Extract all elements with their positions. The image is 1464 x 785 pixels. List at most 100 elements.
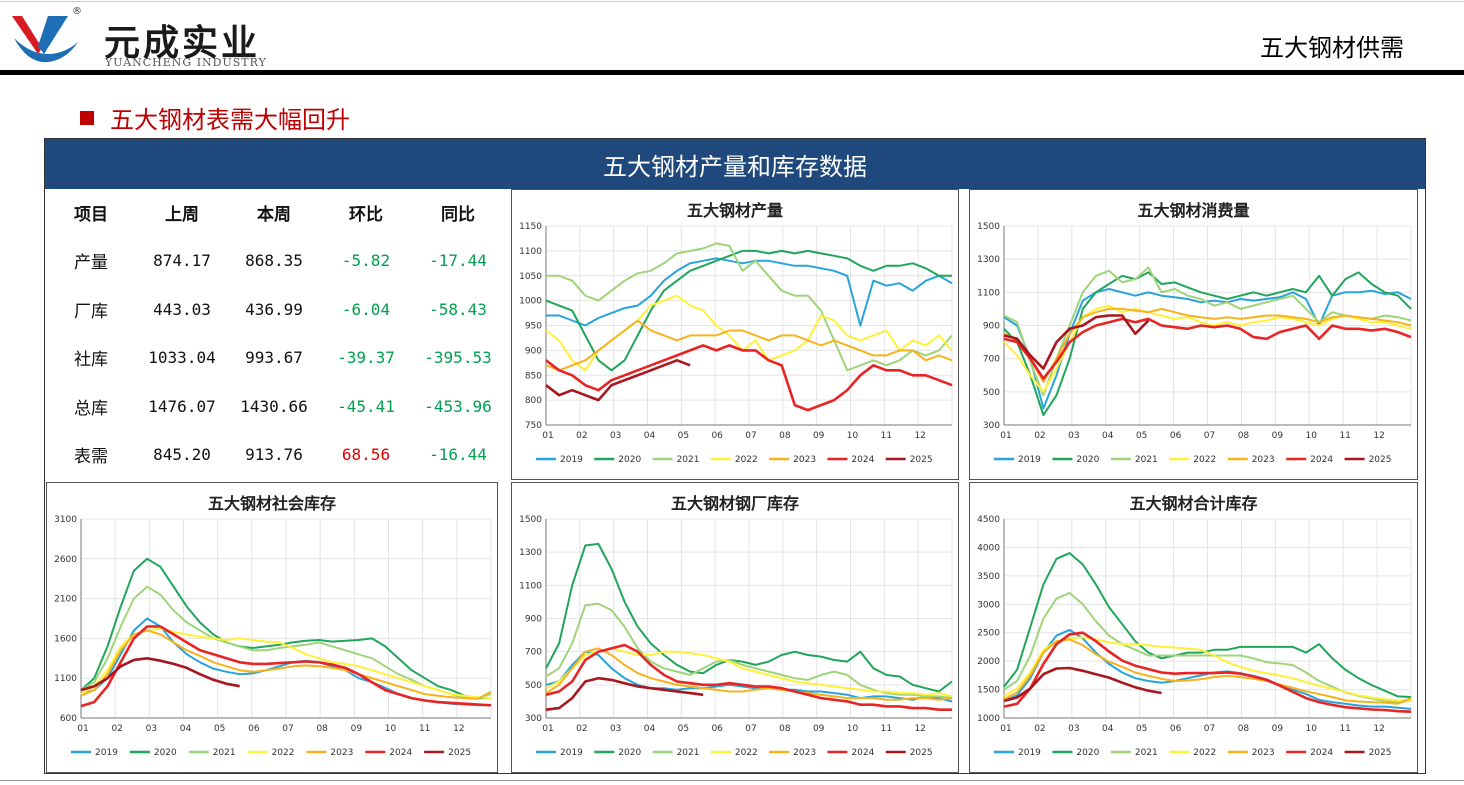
- row-last: 1476.07: [148, 396, 216, 416]
- row-item: 厂库: [74, 301, 108, 322]
- series-line-2020: [1003, 271, 1412, 417]
- row-last: 874.17: [153, 251, 211, 271]
- legend-label-2021: 2021: [677, 748, 700, 758]
- x-tick-label: 02: [576, 724, 587, 734]
- x-tick-label: 04: [180, 724, 192, 734]
- chart-social-inventory: 五大钢材社会库存 600 1100 1600 2100 2600 3100 01 02 03 04 0…: [46, 482, 498, 773]
- x-tick-label: 11: [1339, 431, 1350, 441]
- x-tick-label: 10: [385, 724, 397, 734]
- y-tick-label: 2500: [977, 629, 1000, 639]
- x-tick-label: 03: [610, 724, 621, 734]
- chart-output: 五大钢材产量 750 800 850 900 950 1000 1050 1100 1150 01 0…: [511, 189, 959, 480]
- series-line-2024: [80, 625, 492, 708]
- series-line-2023: [545, 319, 953, 372]
- legend-label-2019: 2019: [1018, 455, 1041, 465]
- series-line-2024: [545, 344, 953, 412]
- row-yoy: -16.44: [429, 445, 487, 465]
- series-line-2019: [546, 257, 953, 327]
- x-tick-label: 02: [1034, 431, 1045, 441]
- row-this: 913.76: [245, 445, 303, 465]
- legend-label-2020: 2020: [154, 748, 177, 758]
- x-tick-label: 07: [1204, 431, 1215, 441]
- x-tick-label: 08: [779, 724, 791, 734]
- x-tick-label: 01: [1000, 431, 1011, 441]
- x-tick-label: 12: [453, 724, 464, 734]
- x-tick-label: 03: [1068, 724, 1079, 734]
- row-yoy: -395.53: [424, 348, 492, 368]
- x-tick-label: 12: [914, 431, 925, 441]
- x-tick-label: 08: [1238, 724, 1250, 734]
- y-tick-label: 1300: [519, 548, 542, 558]
- y-tick-label: 1100: [519, 247, 542, 257]
- x-tick-label: 08: [316, 724, 328, 734]
- x-tick-label: 09: [813, 724, 825, 734]
- row-last: 845.20: [153, 445, 211, 465]
- legend-label-2022: 2022: [1193, 455, 1216, 465]
- x-tick-label: 08: [1238, 431, 1250, 441]
- y-tick-label: 500: [983, 388, 1000, 398]
- y-tick-label: 1600: [54, 634, 77, 644]
- data-panel: 五大钢材产量和库存数据: [44, 138, 1426, 774]
- col-header-yoy: 同比: [441, 204, 475, 225]
- y-tick-label: 1050: [519, 272, 542, 282]
- x-tick-label: 10: [1306, 431, 1318, 441]
- legend-label-2023: 2023: [330, 748, 353, 758]
- x-tick-label: 01: [77, 724, 88, 734]
- x-tick-label: 12: [1373, 724, 1384, 734]
- x-tick-label: 08: [779, 431, 791, 441]
- y-tick-label: 1500: [519, 515, 542, 525]
- chart-consumption: 五大钢材消费量 300 500 700 900 1100 1300 1500 01 02 03 04 0…: [969, 189, 1418, 480]
- table-row: 总库 1476.07 1430.66 -45.41 -453.96: [46, 382, 504, 431]
- legend-label-2025: 2025: [910, 748, 933, 758]
- x-tick-label: 07: [282, 724, 293, 734]
- panel-banner: 五大钢材产量和库存数据: [45, 139, 1425, 189]
- legend-label-2024: 2024: [1310, 455, 1333, 465]
- brand: ® 元成实业 YUANCHENG INDUSTRY: [8, 4, 293, 72]
- x-tick-label: 07: [745, 431, 756, 441]
- x-tick-label: 06: [1170, 431, 1182, 441]
- y-tick-label: 1100: [977, 288, 1000, 298]
- legend-label-2021: 2021: [213, 748, 236, 758]
- chart-title: 五大钢材合计库存: [1129, 494, 1257, 513]
- y-tick-label: 900: [525, 346, 542, 356]
- legend-label-2021: 2021: [677, 455, 700, 465]
- y-tick-label: 1500: [977, 222, 1000, 232]
- x-tick-label: 06: [711, 724, 723, 734]
- chart-svg: 五大钢材产量 750 800 850 900 950 1000 1050 1100 1150 01 0…: [519, 201, 953, 465]
- row-this: 868.35: [245, 251, 303, 271]
- x-tick-label: 04: [1102, 431, 1114, 441]
- legend-label-2022: 2022: [735, 748, 758, 758]
- y-tick-label: 900: [525, 615, 542, 625]
- y-tick-label: 4500: [977, 515, 1000, 525]
- x-tick-label: 02: [111, 724, 122, 734]
- y-tick-label: 300: [525, 714, 542, 724]
- legend-label-2019: 2019: [560, 455, 583, 465]
- y-tick-label: 750: [525, 421, 542, 431]
- row-last: 443.03: [153, 299, 211, 319]
- section-title-text: 五大钢材表需大幅回升: [110, 106, 350, 134]
- series-line-2020: [545, 542, 953, 693]
- series-line-2024: [1003, 317, 1412, 380]
- series-line-2020: [545, 249, 952, 372]
- y-tick-label: 500: [525, 681, 542, 691]
- row-wow: 68.56: [341, 445, 391, 465]
- x-tick-label: 07: [745, 724, 756, 734]
- top-hairline: [0, 1, 1464, 2]
- series-line-2025: [80, 657, 240, 692]
- x-tick-label: 11: [881, 724, 892, 734]
- y-tick-label: 2100: [54, 595, 77, 605]
- col-header-item: 项目: [74, 204, 108, 225]
- row-yoy: -453.96: [424, 396, 492, 416]
- chart-total-inventory: 五大钢材合计库存 1000 1500 2000 2500 3000 3500 4000 4500…: [969, 482, 1418, 773]
- x-tick-label: 09: [1272, 431, 1284, 441]
- legend-label-2020: 2020: [1076, 748, 1099, 758]
- table-row: 厂库 443.03 436.99 -6.04 -58.43: [46, 285, 504, 334]
- legend-label-2020: 2020: [1076, 455, 1099, 465]
- legend-label-2022: 2022: [1193, 748, 1216, 758]
- x-tick-label: 11: [881, 431, 892, 441]
- x-tick-label: 06: [711, 431, 723, 441]
- series-line-2022: [1003, 636, 1412, 702]
- x-tick-label: 12: [914, 724, 925, 734]
- x-tick-label: 06: [1170, 724, 1182, 734]
- legend-label-2022: 2022: [272, 748, 295, 758]
